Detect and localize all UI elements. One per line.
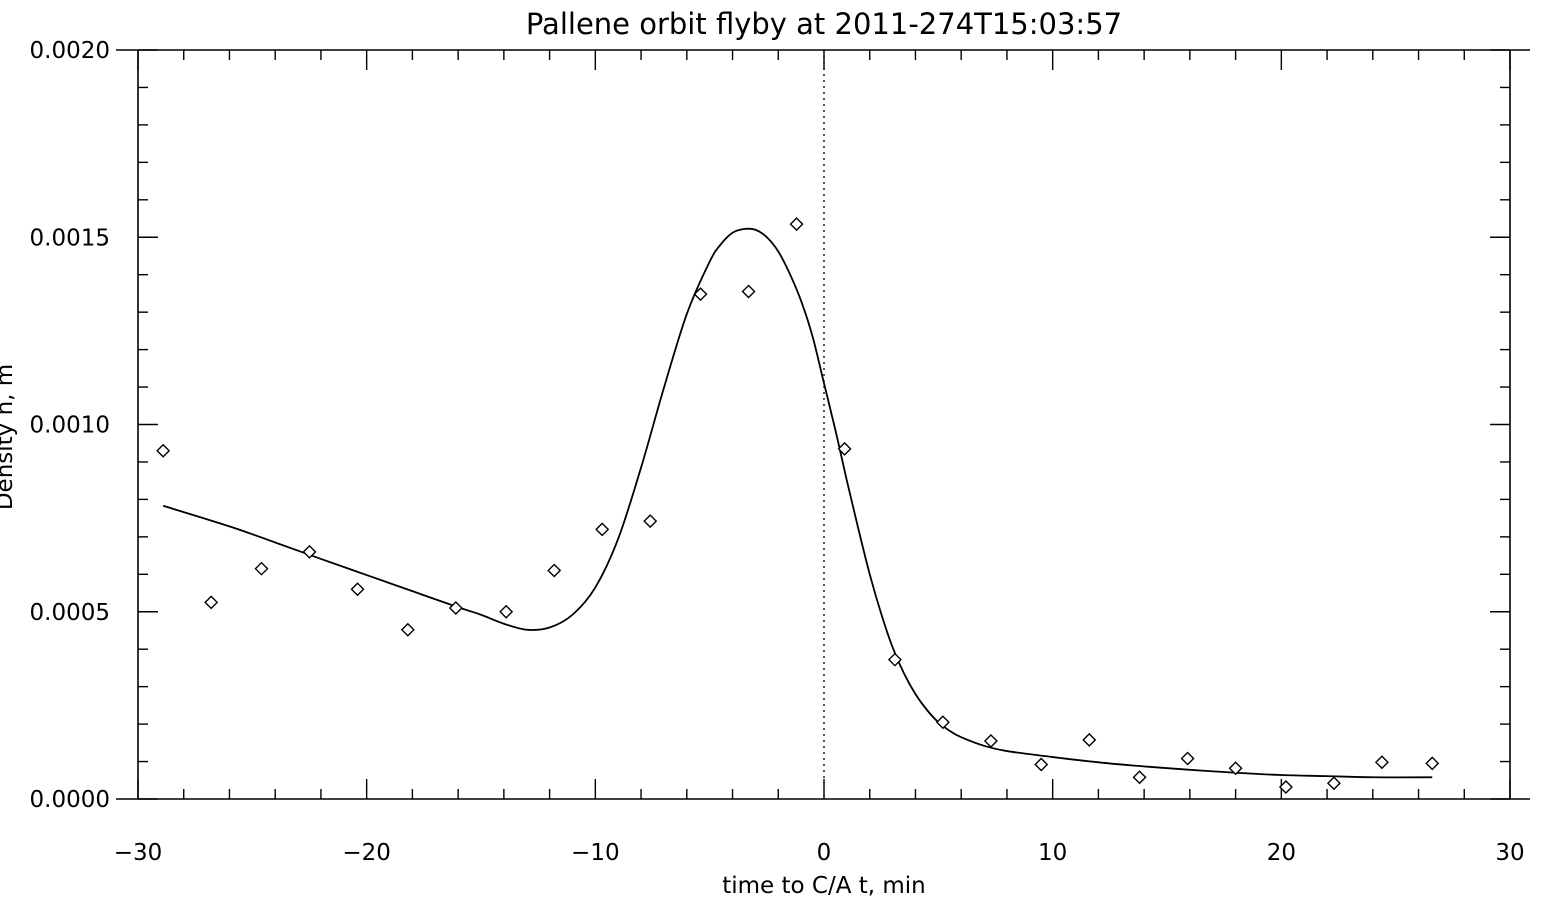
data-point — [1180, 751, 1195, 766]
data-point — [837, 441, 852, 456]
data-point — [1278, 780, 1293, 795]
x-tick-label: −30 — [114, 840, 163, 866]
data-point — [1034, 757, 1049, 772]
y-tick-label: 0.0000 — [30, 787, 110, 813]
y-axis-label: Density n, m — [0, 364, 18, 510]
data-point — [983, 733, 998, 748]
data-point — [547, 563, 562, 578]
data-point — [254, 561, 269, 576]
data-point — [204, 595, 219, 610]
data-point — [741, 284, 756, 299]
data-point — [156, 443, 171, 458]
x-tick-label: 30 — [1495, 840, 1524, 866]
data-point — [693, 287, 708, 302]
data-point — [1326, 776, 1341, 791]
data-point — [302, 544, 317, 559]
data-point — [499, 604, 514, 619]
data-point — [887, 652, 902, 667]
data-point — [1082, 732, 1097, 747]
data-point — [1132, 770, 1147, 785]
data-point — [643, 514, 658, 529]
y-tick-label: 0.0015 — [30, 225, 110, 251]
y-tick-label: 0.0010 — [30, 413, 110, 439]
data-point — [789, 217, 804, 232]
labels-group: Pallene orbit flyby at 2011-274T15:03:57… — [0, 7, 1525, 899]
x-tick-label: −10 — [571, 840, 620, 866]
fit-curve-group — [162, 227, 1433, 779]
x-axis-label: time to C/A t, min — [722, 873, 926, 899]
x-tick-label: 20 — [1267, 840, 1296, 866]
data-point — [400, 622, 415, 637]
x-tick-label: 10 — [1038, 840, 1067, 866]
data-points-group — [156, 217, 1440, 795]
data-point — [1425, 756, 1440, 771]
data-point — [1374, 755, 1389, 770]
y-tick-label: 0.0005 — [30, 600, 110, 626]
axes — [116, 49, 1530, 800]
data-point — [595, 522, 610, 537]
x-tick-label: 0 — [817, 840, 832, 866]
data-point — [935, 715, 950, 730]
fit-curve — [162, 227, 1433, 779]
data-point — [448, 601, 463, 615]
data-point — [350, 582, 365, 597]
ticks — [137, 49, 1511, 800]
data-point — [1228, 761, 1243, 776]
y-tick-label: 0.0020 — [30, 38, 110, 64]
x-tick-label: −20 — [342, 840, 391, 866]
chart-title: Pallene orbit flyby at 2011-274T15:03:57 — [526, 7, 1122, 41]
